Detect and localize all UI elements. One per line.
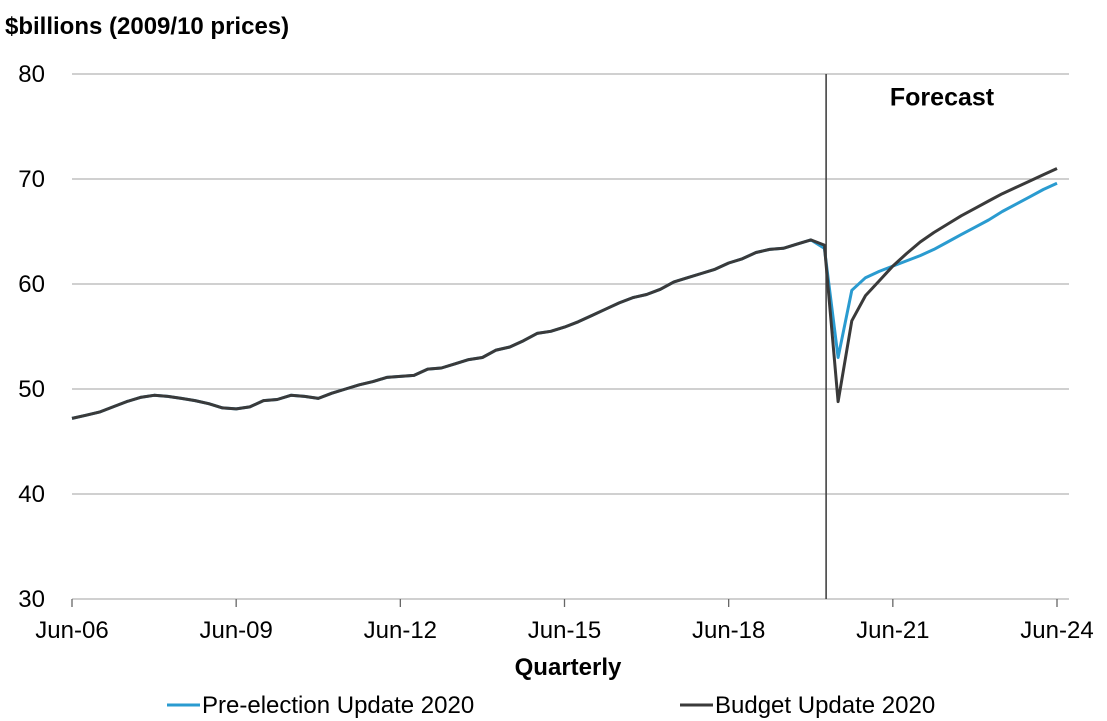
x-tick-label: Jun-24 (1020, 617, 1093, 644)
gridlines (72, 73, 1069, 600)
y-tick-label: 40 (18, 481, 45, 508)
series-line-1 (71, 167, 1058, 420)
x-tick-label: Jun-12 (364, 617, 437, 644)
forecast-annotation: Forecast (890, 84, 995, 112)
legend-label-budget: Budget Update 2020 (715, 692, 935, 719)
x-tick-label: Jun-15 (528, 617, 601, 644)
x-tick-label: Jun-06 (35, 617, 108, 644)
y-tick-label: 60 (18, 271, 45, 298)
series-lines (71, 167, 1058, 420)
y-tick-label: 70 (18, 166, 45, 193)
legend-label-pre-election: Pre-election Update 2020 (202, 692, 474, 719)
x-tick-labels: Jun-06 Jun-09 Jun-12 Jun-15 Jun-18 Jun-21 Jun-… (35, 599, 1094, 644)
y-tick-labels: 30 40 50 60 70 80 (18, 61, 45, 613)
x-axis-title: Quarterly (515, 654, 622, 681)
x-tick-label: Jun-09 (199, 617, 272, 644)
x-tick-label: Jun-18 (692, 617, 765, 644)
y-tick-label: 30 (18, 586, 45, 613)
y-tick-label: 50 (18, 376, 45, 403)
y-axis-title: $billions (2009/10 prices) (5, 13, 289, 40)
x-tick-label: Jun-21 (856, 617, 929, 644)
y-tick-label: 80 (18, 61, 45, 88)
legend: Pre-election Update 2020 Budget Update 2… (167, 692, 935, 719)
series-line-0 (71, 181, 1058, 420)
